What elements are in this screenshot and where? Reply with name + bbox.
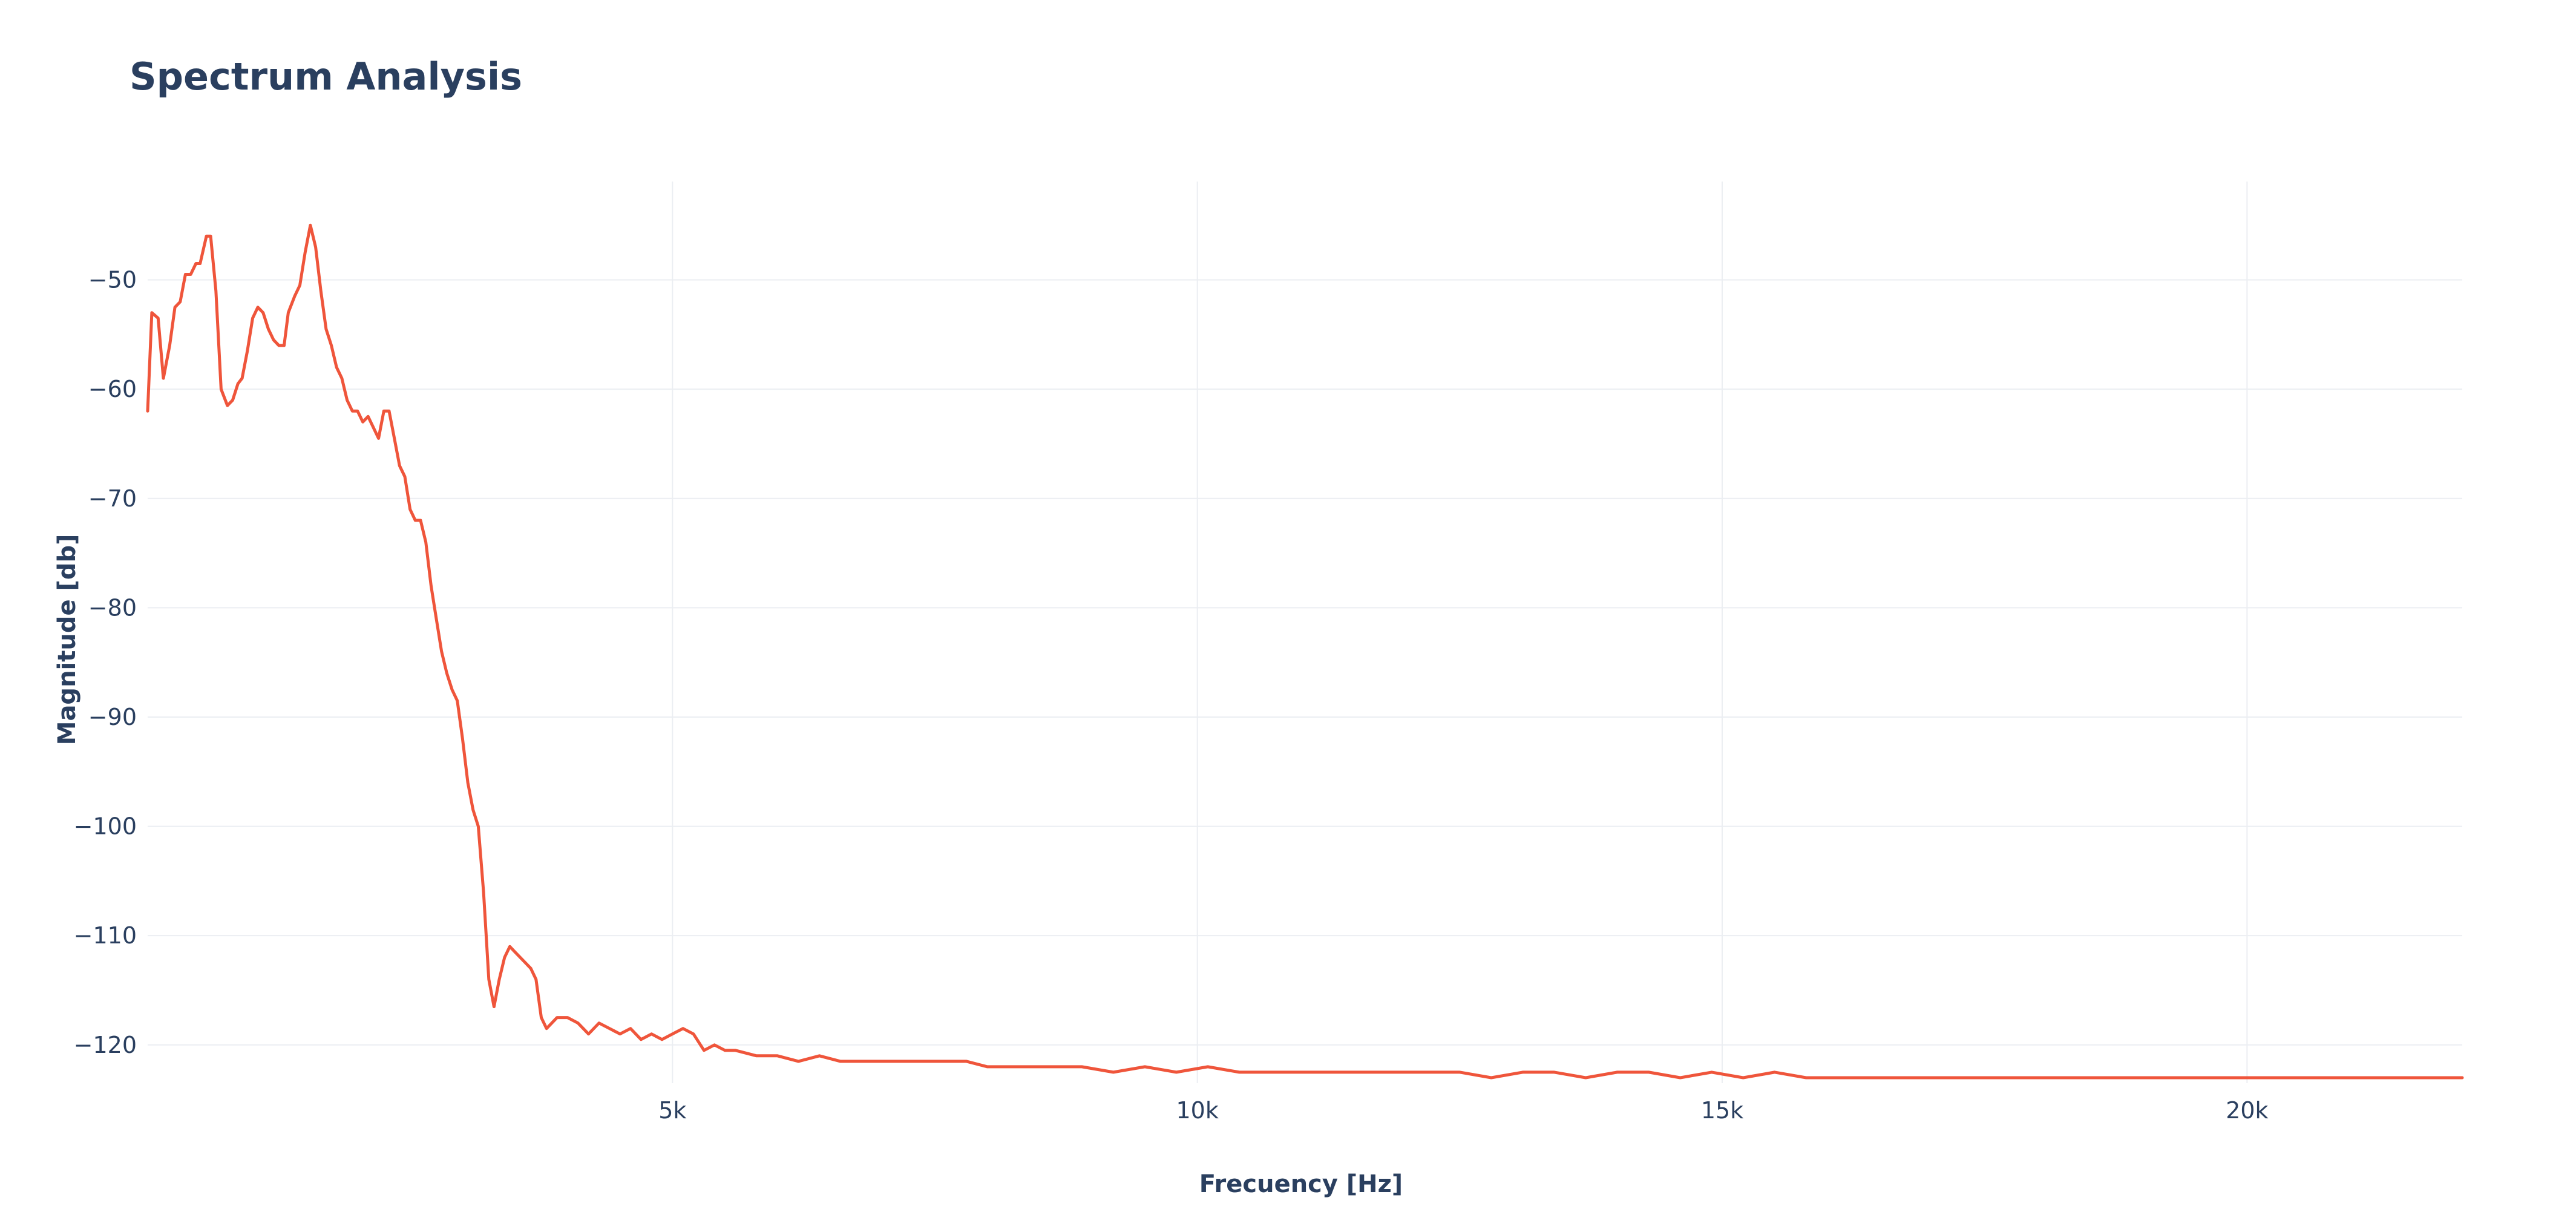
- y-tick-label: −110: [74, 922, 137, 949]
- grid-lines: [148, 182, 2462, 1083]
- series-layer: [146, 223, 2464, 1080]
- y-tick-label: −120: [74, 1032, 137, 1058]
- x-tick-label: 5k: [658, 1097, 686, 1124]
- x-axis-ticks: 5k 10k 15k 20k: [658, 1097, 2268, 1124]
- chart-title: Spectrum Analysis: [129, 54, 522, 99]
- y-tick-label: −80: [88, 594, 137, 621]
- y-axis-ticks: −120 −110 −100 −90 −80 −70 −60 −50: [74, 267, 137, 1058]
- x-axis-title: Frecuency [Hz]: [1199, 1170, 1403, 1198]
- x-tick-label: 10k: [1176, 1097, 1219, 1124]
- series-line: [146, 223, 2464, 1080]
- y-axis-title: Magnitude [db]: [53, 534, 81, 746]
- x-tick-label: 15k: [1701, 1097, 1743, 1124]
- y-tick-label: −90: [88, 704, 137, 730]
- y-tick-label: −60: [88, 376, 137, 402]
- y-tick-label: −70: [88, 485, 137, 512]
- x-tick-label: 20k: [2226, 1097, 2268, 1124]
- y-tick-label: −50: [88, 267, 137, 293]
- y-tick-label: −100: [74, 813, 137, 840]
